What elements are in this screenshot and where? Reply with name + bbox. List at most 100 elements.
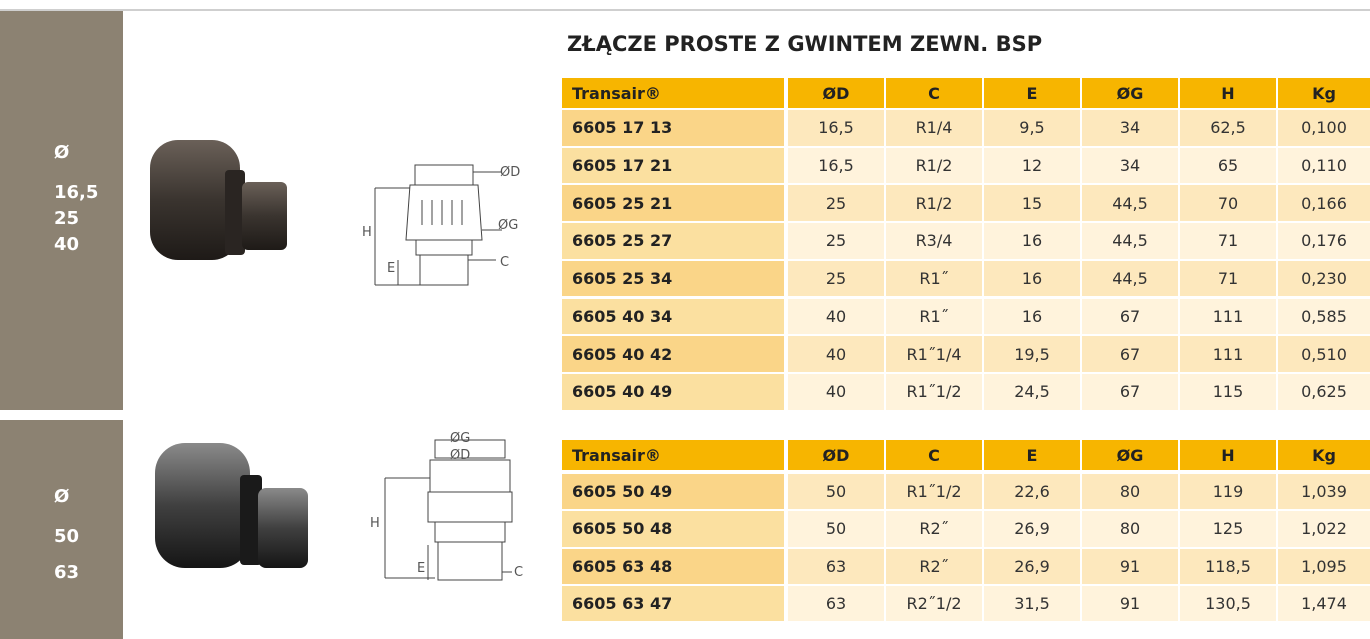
dim-label: C	[514, 565, 523, 580]
table-cell: 6605 63 48	[562, 549, 784, 584]
table-cell: 80	[1082, 474, 1178, 509]
table-cell: 26,9	[984, 511, 1080, 546]
table-cell: 6605 17 21	[562, 148, 784, 184]
dim-label: ØD	[500, 165, 520, 180]
table-cell: 40	[788, 336, 884, 372]
size: 63	[54, 562, 79, 583]
table-cell: 16	[984, 223, 1080, 259]
table-cell: R1˝1/4	[886, 336, 982, 372]
table-cell: 0,110	[1278, 148, 1370, 184]
header-cell: E	[984, 78, 1080, 108]
table-cell: 1,474	[1278, 586, 1370, 621]
table-cell: 31,5	[984, 586, 1080, 621]
table-cell: 67	[1082, 374, 1178, 410]
size-symbol: Ø	[54, 486, 69, 507]
table-cell: 6605 50 49	[562, 474, 784, 509]
table-cell: R1/2	[886, 148, 982, 184]
table-cell: 6605 25 34	[562, 261, 784, 297]
header-cell: Transair®	[562, 440, 784, 470]
dim-label: H	[362, 225, 372, 240]
table-cell: R1/2	[886, 185, 982, 221]
table-cell: R1˝1/2	[886, 474, 982, 509]
dim-label: E	[387, 261, 395, 276]
table-cell: 1,039	[1278, 474, 1370, 509]
table-cell: 44,5	[1082, 185, 1178, 221]
table-cell: 40	[788, 374, 884, 410]
header-cell: ØD	[788, 440, 884, 470]
table-cell: 67	[1082, 299, 1178, 335]
table-cell: 50	[788, 511, 884, 546]
table-cell: 1,095	[1278, 549, 1370, 584]
page: Ø 16,5 25 40 Ø 50 63 ZŁĄCZE PROSTE Z GWI…	[0, 0, 1370, 639]
table-cell: 1,022	[1278, 511, 1370, 546]
dim-label: ØG	[498, 218, 518, 233]
dim-label: H	[370, 516, 380, 531]
table-cell: 91	[1082, 549, 1178, 584]
header-cell: ØG	[1082, 78, 1178, 108]
sidebar-block: Ø 50 63	[0, 420, 123, 639]
table-cell: R1˝	[886, 261, 982, 297]
size: 25	[54, 208, 79, 229]
header-cell: Transair®	[562, 78, 784, 108]
table-cell: 50	[788, 474, 884, 509]
table-cell: R3/4	[886, 223, 982, 259]
table-cell: 0,585	[1278, 299, 1370, 335]
table-cell: 16	[984, 261, 1080, 297]
table-cell: 63	[788, 549, 884, 584]
table-cell: 111	[1180, 336, 1276, 372]
dim-label: ØD	[450, 448, 470, 463]
fitting-photo	[155, 443, 250, 568]
header-cell: Kg	[1278, 440, 1370, 470]
table-cell: 80	[1082, 511, 1178, 546]
fitting-photo	[258, 488, 308, 568]
table-cell: 6605 17 13	[562, 110, 784, 146]
table-cell: 22,6	[984, 474, 1080, 509]
table-cell: 119	[1180, 474, 1276, 509]
table-cell: 0,166	[1278, 185, 1370, 221]
table-cell: 24,5	[984, 374, 1080, 410]
table-cell: R2˝1/2	[886, 586, 982, 621]
table-cell: 34	[1082, 110, 1178, 146]
table-cell: 0,176	[1278, 223, 1370, 259]
header-cell: C	[886, 78, 982, 108]
table-cell: 19,5	[984, 336, 1080, 372]
top-rule	[0, 9, 1370, 11]
table-cell: 25	[788, 261, 884, 297]
table-cell: R2˝	[886, 511, 982, 546]
table-cell: 16	[984, 299, 1080, 335]
table-cell: 12	[984, 148, 1080, 184]
table-cell: 25	[788, 223, 884, 259]
table-cell: 65	[1180, 148, 1276, 184]
table-cell: 44,5	[1082, 223, 1178, 259]
dim-label: C	[500, 255, 509, 270]
table-cell: R1/4	[886, 110, 982, 146]
fitting-photo	[242, 182, 287, 250]
dim-label: E	[417, 561, 425, 576]
table-cell: 71	[1180, 261, 1276, 297]
header-cell: H	[1180, 440, 1276, 470]
table-cell: R1˝	[886, 299, 982, 335]
table-cell: 6605 40 49	[562, 374, 784, 410]
table-cell: R2˝	[886, 549, 982, 584]
table-cell: 16,5	[788, 110, 884, 146]
size: 50	[54, 526, 79, 547]
table-cell: R1˝1/2	[886, 374, 982, 410]
title: ZŁĄCZE PROSTE Z GWINTEM ZEWN. BSP	[567, 32, 1042, 56]
table-cell: 16,5	[788, 148, 884, 184]
table-cell: 34	[1082, 148, 1178, 184]
table-cell: 6605 25 21	[562, 185, 784, 221]
table-cell: 0,510	[1278, 336, 1370, 372]
header-cell: Kg	[1278, 78, 1370, 108]
table-cell: 44,5	[1082, 261, 1178, 297]
table-cell: 6605 50 48	[562, 511, 784, 546]
size-symbol: Ø	[54, 142, 69, 163]
table-cell: 6605 40 34	[562, 299, 784, 335]
header-cell: ØD	[788, 78, 884, 108]
table-cell: 125	[1180, 511, 1276, 546]
table-cell: 0,230	[1278, 261, 1370, 297]
table-cell: 6605 63 47	[562, 586, 784, 621]
header-cell: C	[886, 440, 982, 470]
table-cell: 40	[788, 299, 884, 335]
table-cell: 130,5	[1180, 586, 1276, 621]
table-cell: 62,5	[1180, 110, 1276, 146]
